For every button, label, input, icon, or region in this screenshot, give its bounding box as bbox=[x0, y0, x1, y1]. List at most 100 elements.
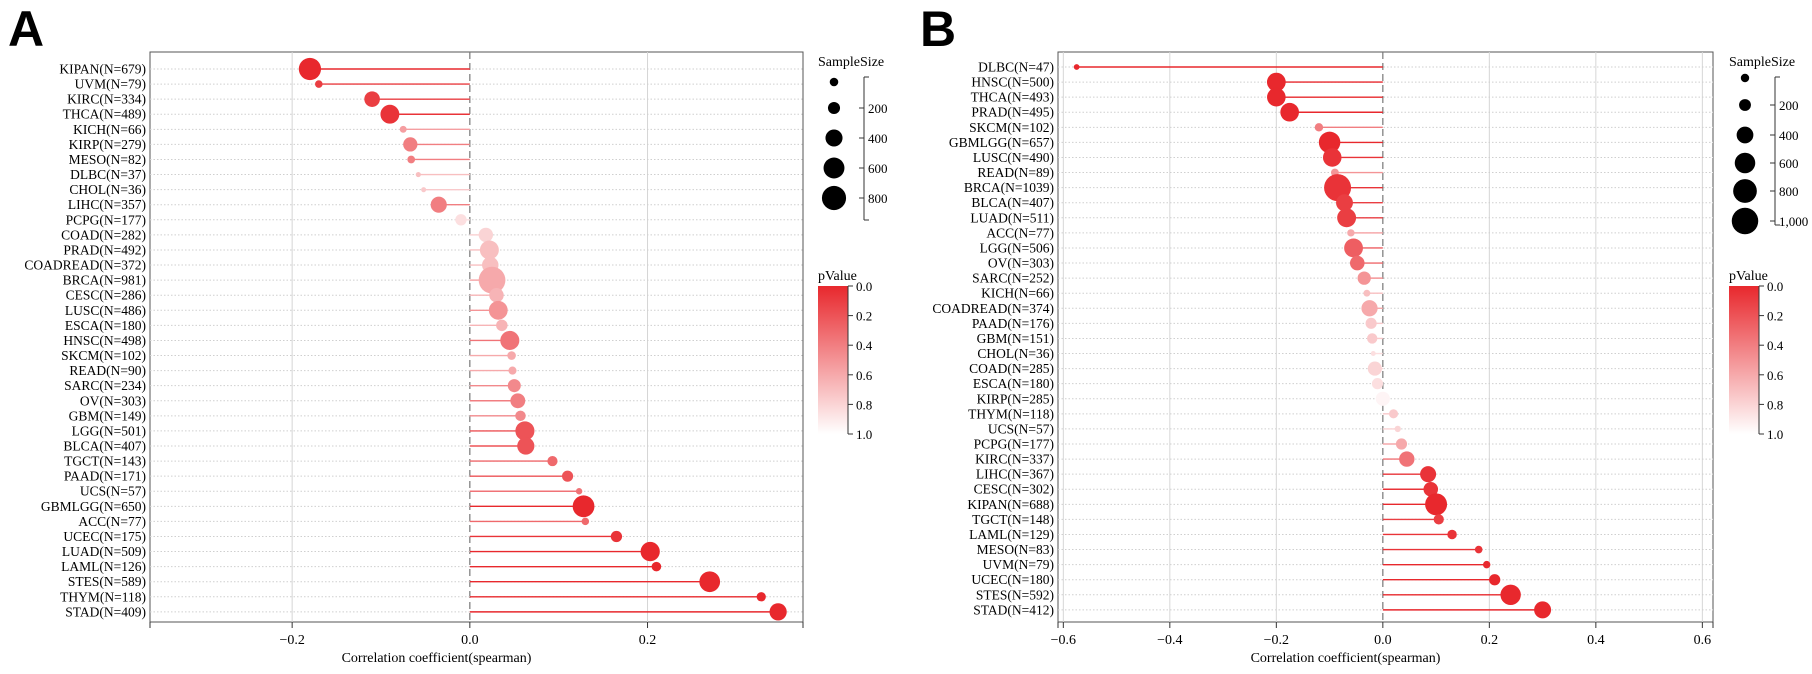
panel-b-category-label: CESC(N=302) bbox=[974, 482, 1054, 497]
panel-b-lollipop-point bbox=[1371, 378, 1384, 390]
panel-b-category-label: GBM(N=151) bbox=[977, 331, 1054, 346]
panel-a-lollipop-point bbox=[380, 104, 400, 124]
panel-b-category-label: STES(N=592) bbox=[976, 587, 1054, 602]
panel-a-color-legend-tick-label: 0.8 bbox=[856, 397, 872, 412]
panel-a-category-label: DLBC(N=37) bbox=[70, 167, 146, 182]
panel-b-lollipop-point bbox=[1267, 87, 1286, 107]
panel-a-category-label: TGCT(N=143) bbox=[64, 454, 146, 469]
panel-a-lollipop-point bbox=[478, 227, 493, 243]
panel-b-size-legend-dot bbox=[1734, 152, 1756, 174]
panel-b-lollipop-point bbox=[1347, 229, 1355, 237]
panel-a-category-label: LUAD(N=509) bbox=[62, 544, 146, 559]
panel-b-size-legend-dot bbox=[1739, 99, 1751, 111]
panel-a-lollipop-point bbox=[399, 125, 407, 133]
panel-a-lollipop-point bbox=[510, 393, 526, 409]
panel-a-lollipop-point bbox=[298, 57, 322, 81]
panel-a-size-legend-dot bbox=[827, 101, 841, 115]
panel-b-category-label: THCA(N=493) bbox=[971, 90, 1054, 105]
panel-b-size-legend-dot bbox=[1733, 179, 1757, 203]
panel-b-lollipop-point bbox=[1399, 451, 1415, 467]
panel-a-color-legend-tick-label: 0.6 bbox=[856, 368, 873, 383]
panel-b-category-label: KICH(N=66) bbox=[981, 286, 1054, 301]
panel-a-color-legend-bar bbox=[818, 286, 848, 434]
panel-b-category-label: GBMLGG(N=657) bbox=[949, 135, 1054, 150]
panel-a-category-label: THYM(N=118) bbox=[60, 589, 146, 604]
panel-b-size-legend-dot bbox=[1740, 73, 1750, 83]
panel-a-size-legend-title: SampleSize bbox=[818, 55, 884, 70]
panel-b-lollipop-point bbox=[1534, 601, 1552, 619]
panel-a-lollipop-point bbox=[572, 495, 595, 518]
panel-b-color-legend-tick-label: 0.8 bbox=[1767, 397, 1783, 412]
panel-b-lollipop-point bbox=[1447, 529, 1457, 540]
panel-b-lollipop-point bbox=[1474, 545, 1483, 554]
panel-a-color-legend-tick-label: 1.0 bbox=[856, 427, 872, 442]
panel-b-category-label: TGCT(N=148) bbox=[972, 512, 1054, 527]
panel-b-size-legend-tick-label: 1,000 bbox=[1779, 214, 1808, 229]
panel-b-size-legend-tick-label: 800 bbox=[1779, 184, 1799, 199]
panel-b-category-label: SARC(N=252) bbox=[972, 271, 1054, 286]
panel-b-chart: −0.6 −0.4 −0.2 0.0 0.2 0.4 0.6 Correlation coef… bbox=[932, 51, 1808, 666]
panel-b-lollipop-point bbox=[1394, 425, 1401, 433]
panel-b-lollipop-point bbox=[1322, 148, 1342, 167]
panel-b-lollipop-point bbox=[1337, 208, 1357, 228]
panel-b-x-tick-label: 0.6 bbox=[1694, 633, 1712, 648]
panel-b-category-label: ACC(N=77) bbox=[986, 225, 1054, 240]
panel-a-category-label: ACC(N=77) bbox=[78, 514, 146, 529]
panel-a-lollipop-point bbox=[547, 455, 558, 467]
panel-b-size-legend-title: SampleSize bbox=[1729, 55, 1795, 70]
panel-a-lollipop-point bbox=[496, 319, 508, 332]
panel-a-size-legend-tick-label: 200 bbox=[868, 101, 888, 116]
panel-a-lollipop-point bbox=[507, 351, 516, 360]
panel-a-color-legend-tick-label: 0.4 bbox=[856, 338, 873, 353]
panel-b-x-tick-label: −0.6 bbox=[1051, 633, 1076, 648]
panel-b-lollipop-point bbox=[1336, 194, 1353, 212]
panel-b-category-label: COADREAD(N=374) bbox=[932, 301, 1054, 316]
panel-b-color-legend-tick-label: 1.0 bbox=[1767, 427, 1783, 442]
panel-a-lollipop-point bbox=[581, 517, 590, 526]
panel-b-lollipop-point bbox=[1388, 409, 1399, 419]
panel-a-category-label: PRAD(N=492) bbox=[63, 242, 146, 257]
panel-b-lollipop-point bbox=[1314, 123, 1324, 132]
panel-b-category-label: KIPAN(N=688) bbox=[967, 497, 1054, 512]
panel-b-size-legend-tick-label: 600 bbox=[1779, 156, 1799, 171]
panel-a-category-label: ESCA(N=180) bbox=[65, 318, 146, 333]
panel-b-lollipop-point bbox=[1395, 438, 1408, 450]
panel-a-lollipop-point bbox=[575, 488, 583, 495]
panel-b-x-axis-title: Correlation coefficient(spearman) bbox=[1251, 651, 1441, 666]
panel-a-category-label: UVM(N=79) bbox=[75, 77, 146, 92]
panel-b-category-label: UVM(N=79) bbox=[983, 557, 1054, 572]
panel-b-color-legend-title: pValue bbox=[1729, 269, 1768, 284]
panel-b-category-label: PRAD(N=495) bbox=[971, 105, 1054, 120]
panel-b-lollipop-point bbox=[1363, 289, 1371, 297]
panel-b-color-legend-tick-label: 0.2 bbox=[1767, 309, 1783, 324]
panel-a-size-legend-dot bbox=[823, 157, 845, 179]
panel-a-lollipop-point bbox=[769, 603, 787, 621]
panel-b-lollipop-point bbox=[1433, 514, 1444, 525]
panel-b-category-label: PCPG(N=177) bbox=[974, 437, 1054, 452]
panel-a-lollipop-point bbox=[699, 571, 721, 593]
panel-a-lollipop-point bbox=[515, 421, 535, 441]
panel-b-lollipop-point bbox=[1375, 391, 1390, 406]
panel-b-category-label: OV(N=303) bbox=[988, 256, 1054, 271]
panel-a-lollipop-point bbox=[488, 300, 508, 320]
panel-b-plot-frame bbox=[1057, 51, 1714, 623]
panel-a-chart: −0.2 0.0 0.2 Correlation coefficient(spearm… bbox=[24, 51, 888, 666]
panel-b-lollipop-point bbox=[1425, 493, 1448, 516]
panel-a-category-label: KIRP(N=279) bbox=[69, 137, 146, 152]
panel-a-size-legend-dot bbox=[829, 77, 839, 87]
panel-a-category-label: MESO(N=82) bbox=[69, 152, 146, 167]
panel-a-category-label: STES(N=589) bbox=[68, 574, 146, 589]
panel-a-category-label: KIPAN(N=679) bbox=[59, 62, 146, 77]
panel-a-category-label: GBM(N=149) bbox=[69, 408, 146, 423]
panel-a-x-tick-label: −0.2 bbox=[279, 633, 304, 648]
panel-a-lollipop-point bbox=[640, 541, 660, 562]
panel-letter-b: B bbox=[920, 1, 956, 57]
panel-a-category-label: COAD(N=282) bbox=[61, 227, 146, 242]
panel-a-category-label: UCS(N=57) bbox=[80, 484, 146, 499]
panel-a-category-label: COADREAD(N=372) bbox=[24, 258, 146, 273]
panel-a-lollipop-point bbox=[500, 330, 520, 350]
panel-b-lollipop-point bbox=[1420, 466, 1437, 483]
panel-a-category-label: LAML(N=126) bbox=[61, 559, 146, 574]
panel-a-lollipop-point bbox=[478, 266, 506, 294]
panel-b-category-label: READ(N=89) bbox=[977, 165, 1054, 180]
